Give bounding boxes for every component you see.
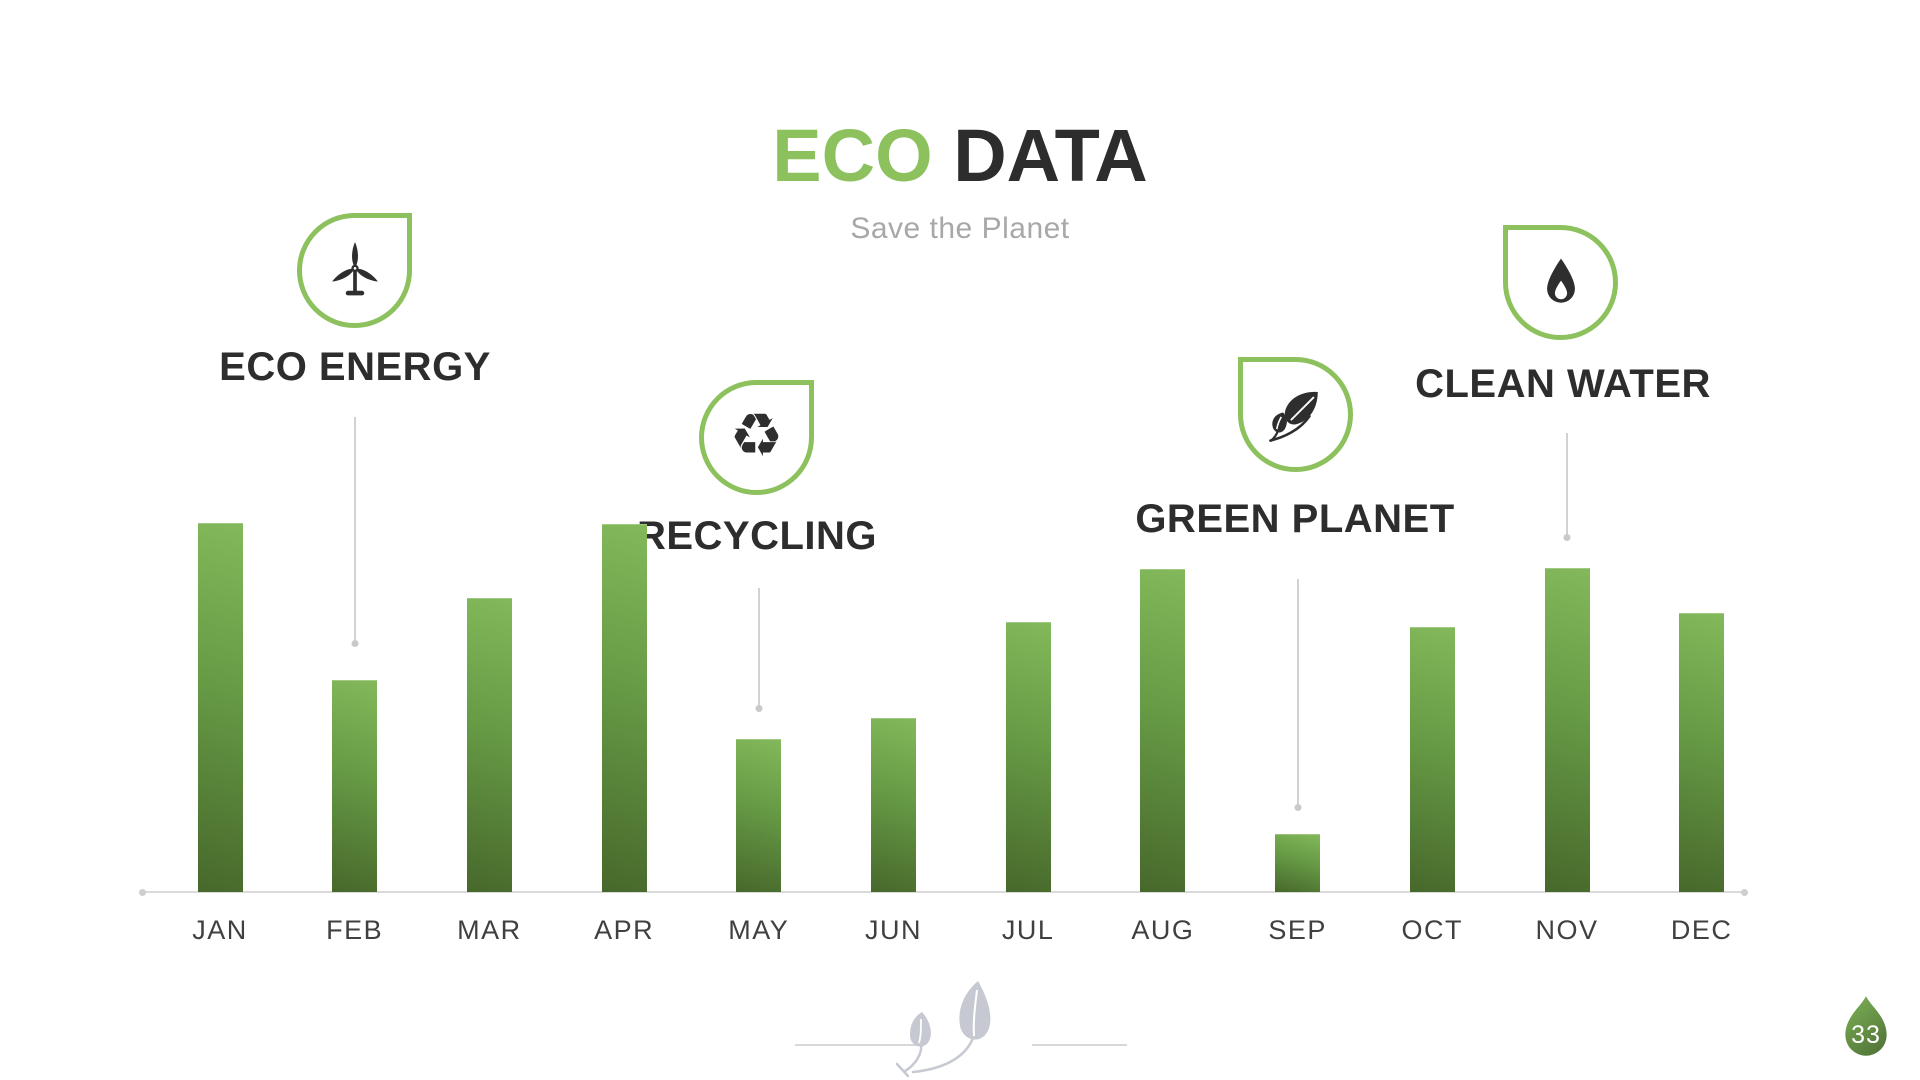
eco-energy-connector-line <box>354 417 356 643</box>
clean-water-connector-line <box>1566 433 1568 537</box>
bar-feb <box>332 680 378 892</box>
title-highlight: ECO <box>772 114 933 197</box>
green-planet-badge <box>1238 357 1353 472</box>
x-axis-label-dec: DEC <box>1670 915 1733 945</box>
recycling-label: RECYCLING <box>636 514 878 558</box>
clean-water-badge <box>1503 225 1618 340</box>
bar-jul <box>1005 622 1051 892</box>
recycling-connector-line <box>758 588 760 708</box>
page-number-drop: 33 <box>1844 995 1888 1057</box>
x-axis-label-sep: SEP <box>1268 915 1327 945</box>
recycling-icon: ♻ <box>729 400 784 471</box>
x-axis-label-mar: MAR <box>457 915 522 945</box>
bar-apr <box>601 524 647 892</box>
page-number: 33 <box>1851 1021 1881 1049</box>
x-axis-label-aug: AUG <box>1131 915 1195 945</box>
bar-oct <box>1409 627 1455 892</box>
x-axis-label-feb: FEB <box>326 915 384 945</box>
green-planet-label: GREEN PLANET <box>1135 497 1455 541</box>
leaf-icon <box>1268 391 1318 442</box>
x-axis-label-apr: APR <box>594 915 655 945</box>
leaves-logo-icon <box>895 981 991 1078</box>
bar-may <box>736 739 782 892</box>
footer-divider-left <box>795 1044 917 1046</box>
subtitle: Save the Planet <box>850 212 1070 245</box>
x-axis-label-jun: JUN <box>865 915 922 945</box>
x-axis-label-oct: OCT <box>1401 915 1464 945</box>
x-axis-line <box>139 888 1748 896</box>
green-planet-connector-line <box>1297 579 1299 807</box>
recycling-badge: ♻ <box>699 380 814 495</box>
bar-mar <box>466 598 512 892</box>
x-axis-label-jan: JAN <box>192 915 248 945</box>
clean-water-label: CLEAN WATER <box>1415 362 1711 406</box>
bar-aug <box>1140 569 1186 892</box>
title-rest: DATA <box>953 114 1148 197</box>
bar-jun <box>871 718 916 892</box>
bar-nov <box>1544 568 1590 892</box>
bar-jan <box>197 523 243 892</box>
eco-energy-badge <box>297 213 412 328</box>
footer-divider-right <box>1032 1044 1127 1046</box>
drop-badge-icon <box>1845 996 1887 1056</box>
eco-energy-label: ECO ENERGY <box>219 345 491 389</box>
page-title: ECO DATA <box>0 116 1920 196</box>
x-axis-label-nov: NOV <box>1535 915 1599 945</box>
bar-dec <box>1679 613 1725 892</box>
x-axis-label-may: MAY <box>728 915 790 945</box>
water-drop-icon <box>1546 258 1575 303</box>
x-axis-label-jul: JUL <box>1001 915 1055 945</box>
bar-sep <box>1275 834 1321 892</box>
wind-turbine-icon <box>331 241 378 295</box>
